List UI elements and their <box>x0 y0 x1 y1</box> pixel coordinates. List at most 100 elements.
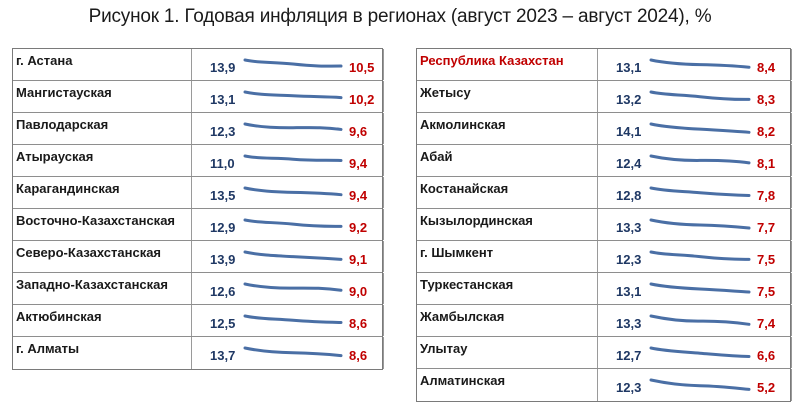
trend-line <box>243 218 343 228</box>
start-value-label: 13,1 <box>616 60 642 75</box>
trend-cell: 13,1 7,5 <box>597 273 792 304</box>
trend-sparkline <box>243 186 343 197</box>
trend-cell: 13,3 7,7 <box>597 209 792 240</box>
region-name: Абай <box>420 149 453 164</box>
region-name: Восточно-Казахстанская <box>16 213 176 228</box>
start-value-label: 13,9 <box>210 252 236 267</box>
region-name: Павлодарская <box>16 117 109 132</box>
trend-line <box>243 314 343 325</box>
end-value-label: 7,7 <box>757 220 776 235</box>
end-value-label: 10,5 <box>349 60 375 75</box>
trend-sparkline <box>649 378 751 391</box>
end-value-label: 5,2 <box>757 380 776 395</box>
trend-cell: 12,3 9,6 <box>191 113 384 144</box>
trend-line <box>649 314 751 326</box>
start-value-label: 12,4 <box>616 156 642 171</box>
trend-sparkline <box>243 314 343 325</box>
trend-cell: 12,9 9,2 <box>191 209 384 240</box>
trend-sparkline <box>243 250 343 261</box>
trend-cell: 13,9 9,1 <box>191 241 384 272</box>
trend-line <box>243 122 343 131</box>
end-value-label: 8,6 <box>349 348 368 363</box>
trend-cell: 12,8 7,8 <box>597 177 792 208</box>
trend-sparkline <box>649 314 751 326</box>
end-value-label: 9,1 <box>349 252 368 267</box>
trend-line <box>649 282 751 294</box>
table-row: г. Алматы 13,7 8,6 <box>13 337 384 369</box>
end-value-label: 7,5 <box>757 252 776 267</box>
region-name: Улытау <box>420 341 468 356</box>
trend-sparkline <box>243 122 343 131</box>
start-value-label: 13,5 <box>210 188 236 203</box>
start-value-label: 13,3 <box>616 316 642 331</box>
trend-cell: 12,3 5,2 <box>597 369 792 401</box>
start-value-label: 12,8 <box>616 188 642 203</box>
end-value-label: 7,5 <box>757 284 776 299</box>
table-row: Жетысу 13,2 8,3 <box>417 81 792 113</box>
end-value-label: 9,2 <box>349 220 368 235</box>
end-value-label: 9,0 <box>349 284 368 299</box>
start-value-label: 12,3 <box>210 124 236 139</box>
trend-cell: 12,4 8,1 <box>597 145 792 176</box>
trend-sparkline <box>649 154 751 165</box>
start-value-label: 13,9 <box>210 60 236 75</box>
region-name: Северо-Казахстанская <box>16 245 162 260</box>
trend-cell: 13,2 8,3 <box>597 81 792 112</box>
start-value-label: 13,3 <box>616 220 642 235</box>
region-name: г. Астана <box>16 53 73 68</box>
table-row: Республика Казахстан 13,1 8,4 <box>417 49 792 81</box>
trend-sparkline <box>243 58 343 68</box>
end-value-label: 9,4 <box>349 156 368 171</box>
region-name: Республика Казахстан <box>420 53 564 68</box>
start-value-label: 12,3 <box>616 380 642 395</box>
region-name: Туркестанская <box>420 277 514 292</box>
trend-sparkline <box>243 90 343 100</box>
trend-line <box>649 378 751 391</box>
end-value-label: 8,6 <box>349 316 368 331</box>
trend-line <box>649 154 751 165</box>
trend-cell: 12,7 6,6 <box>597 337 792 368</box>
table-row: Карагандинская 13,5 9,4 <box>13 177 384 209</box>
trend-sparkline <box>649 122 751 134</box>
trend-cell: 13,5 9,4 <box>191 177 384 208</box>
table-row: Акмолинская 14,1 8,2 <box>417 113 792 145</box>
region-name: Актюбинская <box>16 309 102 324</box>
table-row: Жамбылская 13,3 7,4 <box>417 305 792 337</box>
trend-cell: 12,5 8,6 <box>191 305 384 336</box>
end-value-label: 10,2 <box>349 92 375 107</box>
trend-line <box>649 58 751 69</box>
table-row: Западно-Казахстанская 12,6 9,0 <box>13 273 384 305</box>
right-region-table: Республика Казахстан 13,1 8,4 Жетысу 13,2 8,3… <box>416 48 792 402</box>
region-name: Карагандинская <box>16 181 120 196</box>
trend-cell: 12,3 7,5 <box>597 241 792 272</box>
trend-cell: 12,6 9,0 <box>191 273 384 304</box>
start-value-label: 12,5 <box>210 316 236 331</box>
trend-line <box>649 90 751 101</box>
region-name: Атырауская <box>16 149 94 164</box>
start-value-label: 12,7 <box>616 348 642 363</box>
start-value-label: 13,1 <box>616 284 642 299</box>
end-value-label: 8,4 <box>757 60 776 75</box>
trend-cell: 11,0 9,4 <box>191 145 384 176</box>
region-name: г. Шымкент <box>420 245 494 260</box>
region-name: г. Алматы <box>16 341 80 356</box>
region-name: Жамбылская <box>420 309 505 324</box>
table-row: г. Шымкент 12,3 7,5 <box>417 241 792 273</box>
trend-line <box>243 58 343 68</box>
region-name: Жетысу <box>420 85 471 100</box>
trend-line <box>243 250 343 261</box>
trend-cell: 13,7 8,6 <box>191 337 384 369</box>
trend-line <box>649 122 751 134</box>
table-row: Туркестанская 13,1 7,5 <box>417 273 792 305</box>
start-value-label: 14,1 <box>616 124 642 139</box>
start-value-label: 13,1 <box>210 92 236 107</box>
trend-sparkline <box>649 186 751 197</box>
trend-sparkline <box>243 154 343 162</box>
table-row: Улытау 12,7 6,6 <box>417 337 792 369</box>
start-value-label: 12,9 <box>210 220 236 235</box>
end-value-label: 8,3 <box>757 92 776 107</box>
end-value-label: 7,8 <box>757 188 776 203</box>
trend-line <box>243 282 343 292</box>
trend-line <box>243 154 343 162</box>
end-value-label: 9,4 <box>349 188 368 203</box>
